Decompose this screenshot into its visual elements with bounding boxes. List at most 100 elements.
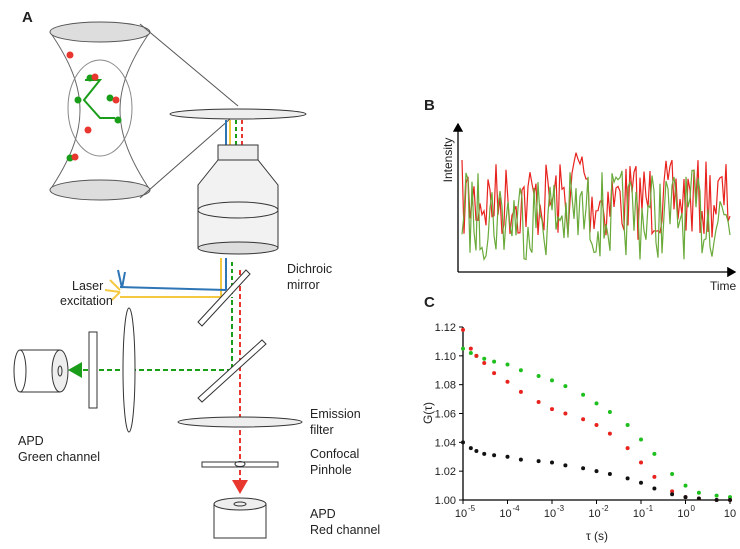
label: Confocal: [310, 447, 359, 461]
y-tick-label: 1.00: [435, 495, 456, 507]
point: [581, 417, 586, 422]
point: [468, 350, 473, 355]
x-tick-exponent: -5: [468, 504, 476, 513]
x-tick-label: 10: [499, 508, 511, 520]
y-tick-label: 1.12: [435, 322, 456, 334]
point: [625, 423, 630, 428]
point: [536, 459, 541, 464]
point: [461, 346, 465, 351]
point: [639, 460, 643, 465]
point: [550, 407, 554, 412]
x-tick-exponent: 0: [691, 504, 696, 513]
point: [505, 454, 510, 459]
point: [461, 440, 465, 445]
point: [474, 448, 479, 453]
label: excitation: [60, 294, 113, 308]
point: [670, 472, 675, 477]
label: Red channel: [310, 523, 380, 537]
point: [594, 469, 599, 474]
point: [482, 451, 487, 456]
point: [468, 446, 473, 451]
point: [518, 389, 523, 394]
point: [696, 490, 701, 495]
point: [550, 378, 554, 383]
y-tick-label: 1.06: [435, 409, 456, 421]
point: [468, 346, 473, 351]
point: [714, 493, 719, 498]
point: [639, 480, 643, 485]
point: [482, 361, 487, 366]
label: mirror: [287, 278, 320, 292]
y-tick-label: 1.04: [435, 437, 456, 449]
point: [728, 498, 732, 502]
point: [563, 463, 568, 468]
point: [518, 457, 523, 462]
x-tick-exponent: -2: [602, 504, 610, 513]
label: Emission: [310, 407, 361, 421]
axis-label: Time: [710, 279, 737, 293]
point: [492, 371, 497, 376]
point: [563, 384, 568, 389]
point: [652, 474, 657, 479]
point: [714, 498, 719, 502]
point: [670, 492, 675, 497]
y-tick-label: 1.08: [435, 380, 456, 392]
point: [625, 446, 630, 451]
point: [518, 368, 523, 373]
x-tick-label: 10: [724, 508, 736, 520]
label: Pinhole: [310, 463, 352, 477]
axis-label: τ (s): [586, 529, 608, 543]
label: APD: [18, 434, 44, 448]
point: [492, 359, 497, 364]
x-tick-label: 10: [633, 508, 645, 520]
optical-setup: [13, 21, 307, 539]
point: [607, 431, 612, 436]
x-tick-label: 10: [455, 508, 467, 520]
point: [683, 483, 688, 488]
x-tick-exponent: -1: [646, 504, 654, 513]
point: [505, 379, 510, 384]
point: [728, 495, 732, 500]
point: [563, 411, 568, 416]
trace: [461, 169, 731, 262]
panel-label: A: [22, 9, 33, 26]
point: [639, 437, 643, 442]
x-tick-label: 10: [677, 508, 689, 520]
point: [670, 489, 675, 494]
point: [696, 496, 701, 501]
point: [683, 495, 688, 500]
point: [474, 353, 479, 358]
x-tick-label: 10: [544, 508, 556, 520]
point: [581, 392, 586, 397]
x-tick-exponent: -3: [557, 504, 565, 513]
point: [505, 362, 510, 367]
axis-label: Intensity: [441, 138, 455, 183]
x-tick-exponent: -4: [513, 504, 521, 513]
y-tick-label: 1.02: [435, 466, 456, 478]
point: [594, 423, 599, 428]
point: [652, 451, 657, 456]
x-tick-label: 10: [588, 508, 600, 520]
label: Green channel: [18, 450, 100, 464]
y-tick-label: 1.10: [435, 351, 456, 363]
point: [607, 410, 612, 415]
point: [536, 374, 541, 379]
axis-label: G(τ): [421, 402, 435, 424]
panel-label: B: [424, 97, 435, 114]
point: [461, 327, 465, 332]
point: [536, 399, 541, 404]
point: [581, 466, 586, 471]
point: [652, 486, 657, 491]
point: [607, 472, 612, 477]
point: [625, 476, 630, 481]
label: filter: [310, 423, 334, 437]
point: [594, 401, 599, 406]
point: [482, 356, 487, 361]
panel-label: C: [424, 294, 435, 311]
label: Laser: [72, 279, 103, 293]
label: Dichroic: [287, 262, 332, 276]
point: [550, 460, 554, 465]
point: [492, 453, 497, 458]
label: APD: [310, 507, 336, 521]
